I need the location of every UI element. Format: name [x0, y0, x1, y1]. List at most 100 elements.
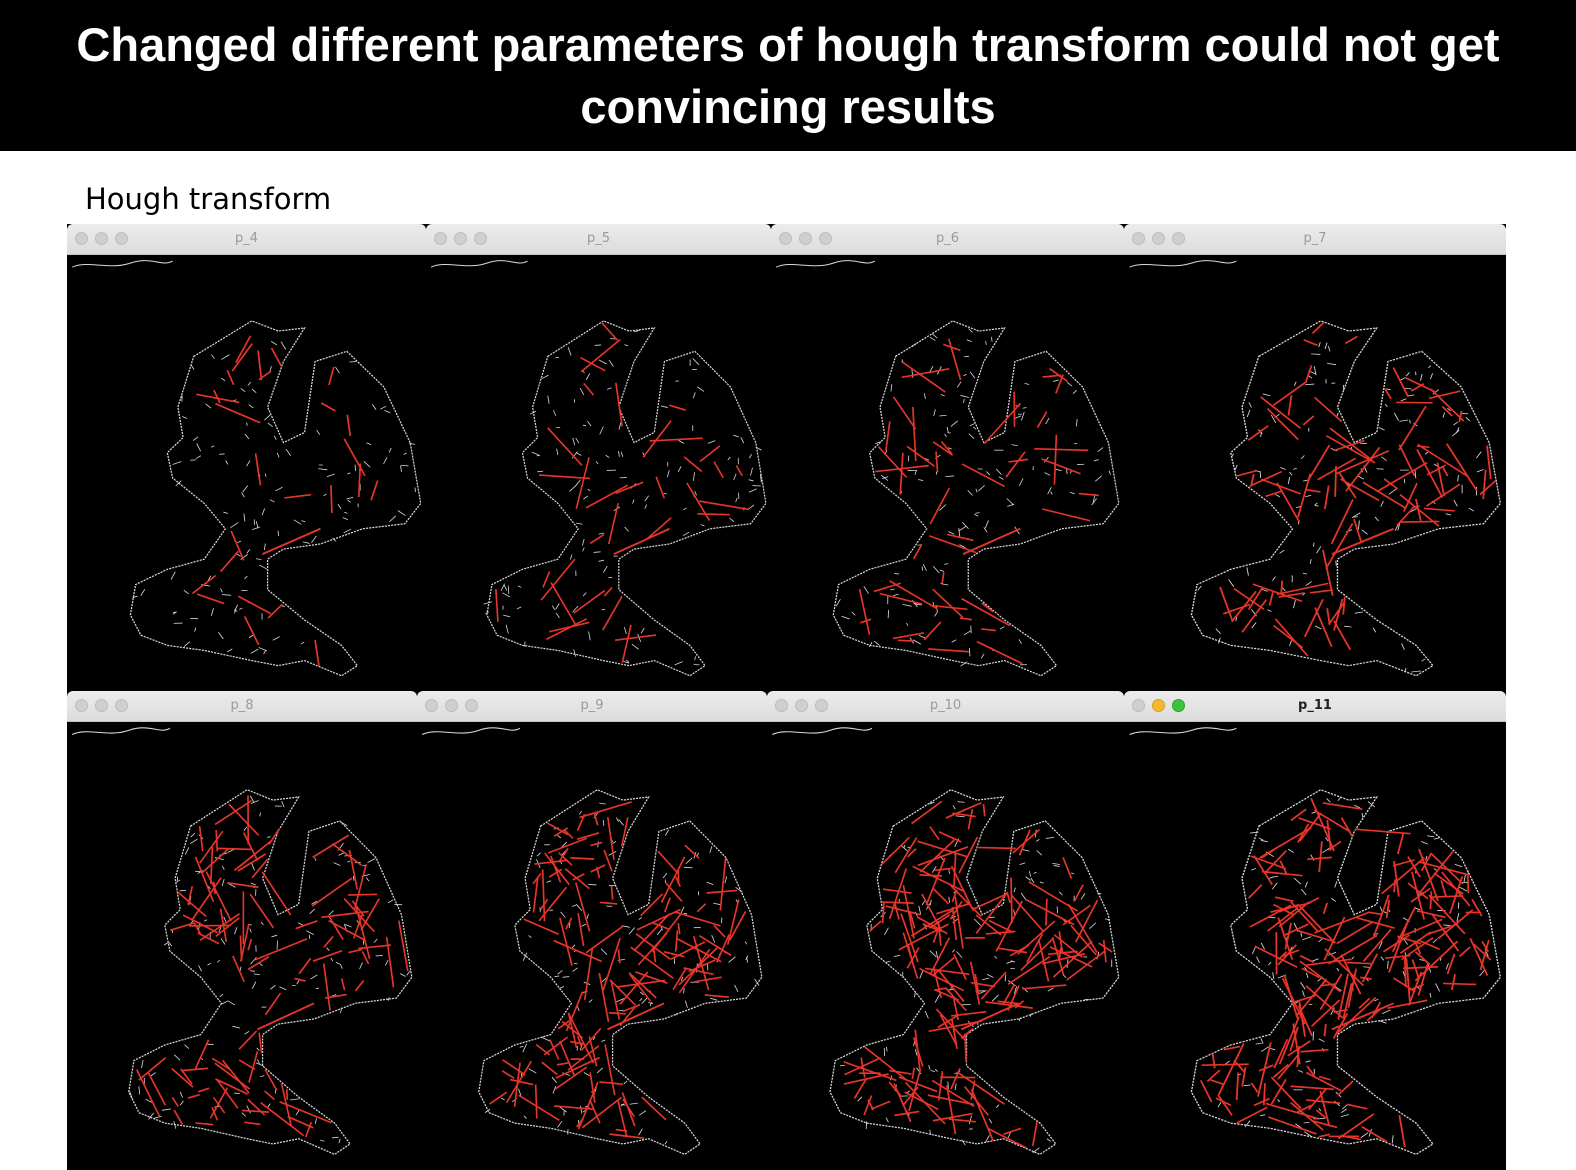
hough-line — [195, 1122, 214, 1126]
hough-line — [1326, 608, 1331, 625]
minimize-button[interactable] — [795, 699, 808, 712]
edge-fragment — [559, 986, 565, 989]
close-button[interactable] — [434, 232, 447, 245]
hough-line — [580, 356, 606, 372]
window-titlebar[interactable]: p_9 — [417, 691, 767, 722]
edge-fragment — [1246, 567, 1249, 576]
close-button[interactable] — [75, 232, 88, 245]
edge-fragment — [694, 656, 696, 661]
minimize-button[interactable] — [1152, 232, 1165, 245]
close-button[interactable] — [1132, 699, 1145, 712]
hough-line — [919, 967, 965, 992]
edge-fragment — [1108, 470, 1111, 475]
hough-line — [899, 452, 904, 495]
edge-fragment — [1289, 640, 1292, 646]
window-titlebar[interactable]: p_8 — [67, 691, 417, 722]
edge-fragment — [576, 452, 582, 456]
hough-line — [892, 632, 924, 640]
window-title: p_9 — [580, 698, 604, 713]
window-p6[interactable]: p_6 — [771, 224, 1124, 691]
window-titlebar[interactable]: p_6 — [771, 224, 1124, 255]
window-titlebar[interactable]: p_11 — [1124, 691, 1506, 722]
zoom-button[interactable] — [1172, 232, 1185, 245]
edge-fragment — [1029, 1013, 1033, 1017]
edge-fragment — [243, 826, 248, 832]
zoom-button[interactable] — [474, 232, 487, 245]
hough-line — [1284, 922, 1293, 950]
hough-line — [489, 1091, 508, 1105]
zoom-button[interactable] — [465, 699, 478, 712]
edge-fragment — [707, 440, 716, 444]
hough-line — [1053, 434, 1058, 485]
edge-fragment — [1018, 478, 1024, 487]
close-button[interactable] — [75, 699, 88, 712]
minimize-button[interactable] — [1152, 699, 1165, 712]
cell-outline — [1190, 320, 1502, 677]
hough-line — [1320, 983, 1337, 987]
hough-line — [1335, 450, 1390, 475]
edge-fragment — [1030, 877, 1035, 883]
edge-fragment — [968, 328, 973, 333]
window-titlebar[interactable]: p_10 — [767, 691, 1124, 722]
window-p9[interactable]: p_9 — [417, 691, 767, 1170]
hough-line — [213, 389, 221, 404]
close-button[interactable] — [779, 232, 792, 245]
window-p11[interactable]: p_11 — [1124, 691, 1506, 1170]
edge-fragment — [503, 614, 511, 618]
window-titlebar[interactable]: p_5 — [426, 224, 771, 255]
hough-line — [1066, 949, 1107, 981]
hough-line — [961, 463, 1006, 488]
minimize-button[interactable] — [95, 232, 108, 245]
window-p4[interactable]: p_4 — [67, 224, 426, 691]
window-p8[interactable]: p_8 — [67, 691, 417, 1170]
hough-bridge-line — [607, 1002, 665, 1031]
close-button[interactable] — [775, 699, 788, 712]
hough-line — [320, 402, 336, 412]
hough-line — [268, 828, 281, 846]
edge-fragment — [960, 661, 968, 667]
hough-line — [630, 946, 674, 979]
zoom-button[interactable] — [115, 699, 128, 712]
hough-line — [298, 957, 312, 975]
close-button[interactable] — [1132, 232, 1145, 245]
edge-fragment — [1020, 892, 1027, 901]
edge-fragment — [359, 962, 363, 970]
edge-fragment — [529, 410, 537, 415]
minimize-button[interactable] — [445, 699, 458, 712]
hough-line — [330, 485, 333, 513]
edge-fragment — [223, 511, 229, 514]
minimize-button[interactable] — [799, 232, 812, 245]
window-titlebar[interactable]: p_4 — [67, 224, 426, 255]
minimize-button[interactable] — [454, 232, 467, 245]
zoom-button[interactable] — [819, 232, 832, 245]
hough-line — [328, 919, 366, 941]
edge-fragment — [363, 460, 371, 468]
window-p5[interactable]: p_5 — [426, 224, 771, 691]
edge-fragment — [1374, 998, 1379, 1002]
zoom-button[interactable] — [815, 699, 828, 712]
hough-line — [897, 639, 914, 642]
hough-line — [237, 853, 267, 872]
edge-fragment — [746, 956, 749, 963]
hough-line — [267, 603, 283, 619]
hough-line — [929, 535, 977, 554]
edge-fragment — [275, 486, 283, 492]
hough-line — [553, 939, 603, 963]
window-p10[interactable]: p_10 — [767, 691, 1124, 1170]
edge-fragment — [220, 938, 226, 945]
zoom-button[interactable] — [115, 232, 128, 245]
edge-fragment — [323, 493, 327, 497]
edge-fragment — [338, 1138, 341, 1144]
close-button[interactable] — [425, 699, 438, 712]
window-titlebar[interactable]: p_7 — [1124, 224, 1506, 255]
hough-line — [1278, 901, 1310, 928]
minimize-button[interactable] — [95, 699, 108, 712]
hough-line — [881, 901, 914, 904]
hough-line — [950, 1010, 987, 1017]
window-p7[interactable]: p_7 — [1124, 224, 1506, 691]
edge-fragment — [602, 820, 605, 826]
hough-line — [875, 464, 929, 473]
edge-fragment — [1046, 1138, 1051, 1142]
edge-fragment — [600, 977, 607, 984]
zoom-button[interactable] — [1172, 699, 1185, 712]
